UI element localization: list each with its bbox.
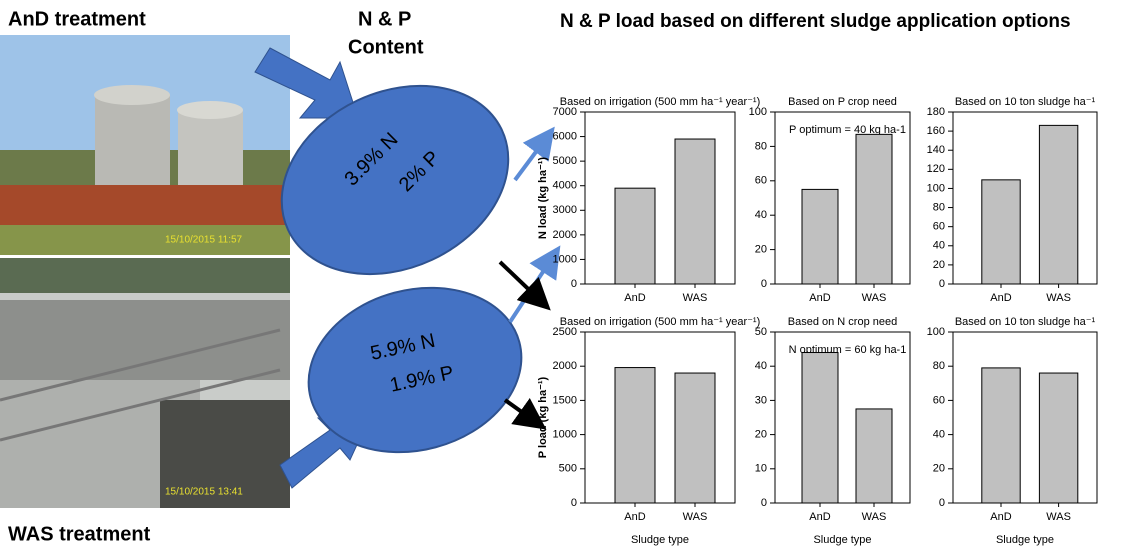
bar: [982, 368, 1020, 503]
photo-stamp: 15/10/2015 13:41: [165, 487, 243, 498]
chart-title: Based on P crop need: [788, 96, 897, 108]
y-tick-label: 1500: [553, 394, 577, 406]
arrow: [505, 400, 540, 425]
y-tick-label: 120: [927, 163, 945, 175]
y-tick-label: 1000: [553, 253, 577, 265]
y-tick-label: 4000: [553, 180, 577, 192]
y-tick-label: 20: [755, 244, 767, 256]
y-tick-label: 180: [927, 106, 945, 118]
x-tick-label: WAS: [1046, 511, 1071, 523]
photo-was: 15/10/2015 13:41: [0, 258, 290, 508]
photo-and: 15/10/2015 11:57: [0, 35, 290, 255]
y-tick-label: 80: [933, 201, 945, 213]
photo-stamp: 15/10/2015 11:57: [165, 235, 243, 246]
y-tick-label: 3000: [553, 204, 577, 216]
y-tick-label: 100: [927, 182, 945, 194]
y-tick-label: 100: [749, 106, 767, 118]
y-axis-label: N load (kg ha⁻¹): [537, 157, 549, 240]
y-tick-label: 40: [933, 429, 945, 441]
x-tick-label: WAS: [683, 511, 708, 523]
bar: [1039, 125, 1077, 284]
content-label: N & P: [358, 8, 411, 30]
y-tick-label: 0: [939, 278, 945, 290]
x-axis-label: Sludge type: [813, 534, 871, 546]
x-tick-label: AnD: [624, 511, 645, 523]
y-tick-label: 40: [755, 360, 767, 372]
x-tick-label: AnD: [809, 292, 830, 304]
y-tick-label: 2000: [553, 229, 577, 241]
y-tick-label: 20: [933, 259, 945, 271]
bar: [1039, 373, 1077, 503]
x-axis-label: Sludge type: [996, 534, 1054, 546]
content-label: Content: [348, 36, 424, 58]
bar: [856, 134, 892, 284]
y-tick-label: 50: [755, 326, 767, 338]
arrow: [500, 262, 545, 305]
x-tick-label: AnD: [624, 292, 645, 304]
y-tick-label: 7000: [553, 106, 577, 118]
y-tick-label: 80: [933, 360, 945, 372]
bar: [802, 353, 838, 503]
chart-title: Based on 10 ton sludge ha⁻¹: [955, 96, 1096, 108]
top-label: AnD treatment: [8, 8, 146, 30]
y-tick-label: 30: [755, 394, 767, 406]
y-tick-label: 0: [939, 497, 945, 509]
y-tick-label: 140: [927, 144, 945, 156]
y-tick-label: 6000: [553, 130, 577, 142]
bar: [675, 139, 715, 284]
x-tick-label: WAS: [1046, 292, 1071, 304]
y-tick-label: 5000: [553, 155, 577, 167]
chart-title: Based on 10 ton sludge ha⁻¹: [955, 316, 1096, 328]
chart-title: Based on N crop need: [788, 316, 897, 328]
y-tick-label: 500: [559, 463, 577, 475]
bar: [802, 189, 838, 284]
y-axis-label: P load (kg ha⁻¹): [537, 376, 549, 458]
figure: 15/10/2015 11:57 15/10/2015 13:41 AnD tr…: [0, 0, 1140, 550]
x-axis-label: Sludge type: [631, 534, 689, 546]
y-tick-label: 60: [933, 221, 945, 233]
chart-title: Based on irrigation (500 mm ha⁻¹ year⁻¹): [560, 316, 761, 328]
y-tick-label: 0: [571, 497, 577, 509]
figure-title: N & P load based on different sludge app…: [560, 11, 1071, 32]
y-tick-label: 40: [755, 209, 767, 221]
y-tick-label: 10: [755, 463, 767, 475]
y-tick-label: 2500: [553, 326, 577, 338]
y-tick-label: 20: [933, 463, 945, 475]
bottom-label: WAS treatment: [8, 523, 151, 545]
chart-title: Based on irrigation (500 mm ha⁻¹ year⁻¹): [560, 96, 761, 108]
bar: [856, 409, 892, 503]
x-tick-label: AnD: [990, 511, 1011, 523]
y-tick-label: 0: [761, 497, 767, 509]
x-tick-label: AnD: [990, 292, 1011, 304]
y-tick-label: 1000: [553, 429, 577, 441]
x-tick-label: AnD: [809, 511, 830, 523]
arrow: [510, 252, 556, 322]
y-tick-label: 40: [933, 240, 945, 252]
bar: [615, 368, 655, 503]
y-tick-label: 20: [755, 429, 767, 441]
y-tick-label: 60: [755, 175, 767, 187]
x-tick-label: WAS: [862, 292, 887, 304]
y-tick-label: 0: [761, 278, 767, 290]
y-tick-label: 80: [755, 140, 767, 152]
bar: [615, 188, 655, 284]
y-tick-label: 2000: [553, 360, 577, 372]
bar: [675, 373, 715, 503]
x-tick-label: WAS: [683, 292, 708, 304]
y-tick-label: 100: [927, 326, 945, 338]
y-tick-label: 0: [571, 278, 577, 290]
y-tick-label: 160: [927, 125, 945, 137]
bar: [982, 180, 1020, 284]
x-tick-label: WAS: [862, 511, 887, 523]
y-tick-label: 60: [933, 394, 945, 406]
